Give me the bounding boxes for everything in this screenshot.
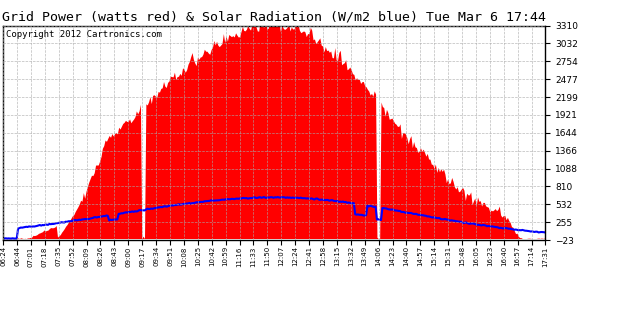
Text: Copyright 2012 Cartronics.com: Copyright 2012 Cartronics.com [6,30,162,39]
Title: Grid Power (watts red) & Solar Radiation (W/m2 blue) Tue Mar 6 17:44: Grid Power (watts red) & Solar Radiation… [3,10,546,23]
